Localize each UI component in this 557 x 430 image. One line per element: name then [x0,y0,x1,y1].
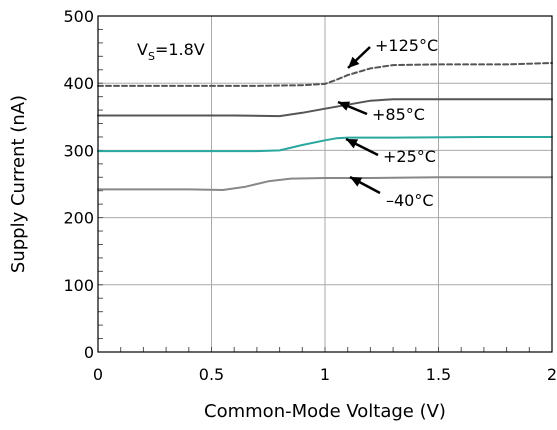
y-tick-label: 500 [63,7,94,26]
y-tick-label: 300 [63,141,94,160]
x-tick-label: 1 [320,365,330,384]
series-line-40c [97,176,553,191]
arrow-head [348,56,360,68]
series-line-25c [97,136,553,153]
x-tick-label: 0 [93,365,103,384]
y-tick-label: 100 [63,276,94,295]
y-tick-label: 400 [63,74,94,93]
tick-labels: 0 0.5 1 1.5 2 0 100 200 300 400 500 [63,7,557,384]
curve-annotations: +125°C +85°C +25°C –40°C [337,36,438,210]
series-line-125c [97,62,553,87]
arrow-head [346,139,359,149]
curve-label-25c: +25°C [383,147,436,166]
x-tick-label: 1.5 [426,365,451,384]
y-axis-title: Supply Current (nA) [8,95,29,273]
arrow-head [350,177,363,187]
plot-frame [97,15,553,353]
x-tick-label: 2 [547,365,557,384]
x-tick-label: 0.5 [199,365,224,384]
series-line-85c [97,98,553,118]
curve-label-85c: +85°C [372,105,425,124]
supply-voltage-annotation: VS=1.8V [137,40,205,63]
minor-ticks [97,15,553,353]
y-tick-label: 0 [84,343,94,362]
curve-label-125c: +125°C [375,36,438,55]
curve-label-40c: –40°C [386,191,434,210]
series-layer [97,62,553,191]
y-tick-label: 200 [63,209,94,228]
grid [98,16,552,352]
arrow-head [338,101,351,111]
x-axis-title: Common-Mode Voltage (V) [204,401,446,422]
